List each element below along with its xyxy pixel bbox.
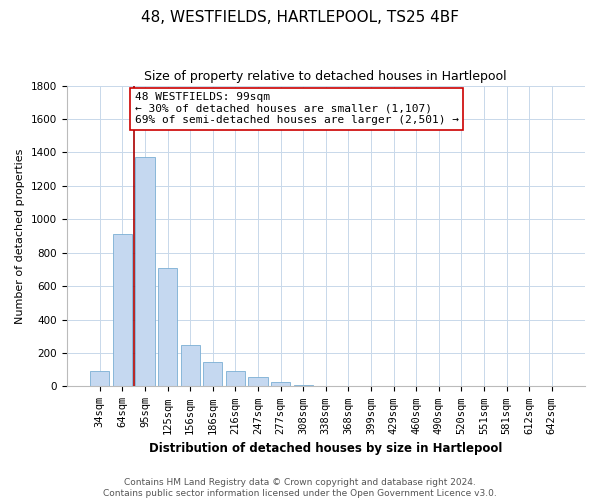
X-axis label: Distribution of detached houses by size in Hartlepool: Distribution of detached houses by size … xyxy=(149,442,502,455)
Y-axis label: Number of detached properties: Number of detached properties xyxy=(15,148,25,324)
Bar xyxy=(226,372,245,386)
Bar xyxy=(293,385,313,386)
Bar xyxy=(136,158,155,386)
Text: 48, WESTFIELDS, HARTLEPOOL, TS25 4BF: 48, WESTFIELDS, HARTLEPOOL, TS25 4BF xyxy=(141,10,459,25)
Bar xyxy=(271,382,290,386)
Bar xyxy=(248,378,268,386)
Bar xyxy=(90,372,109,386)
Bar xyxy=(203,362,223,386)
Bar xyxy=(158,268,177,386)
Text: Contains HM Land Registry data © Crown copyright and database right 2024.
Contai: Contains HM Land Registry data © Crown c… xyxy=(103,478,497,498)
Text: 48 WESTFIELDS: 99sqm
← 30% of detached houses are smaller (1,107)
69% of semi-de: 48 WESTFIELDS: 99sqm ← 30% of detached h… xyxy=(135,92,459,126)
Title: Size of property relative to detached houses in Hartlepool: Size of property relative to detached ho… xyxy=(145,70,507,83)
Bar xyxy=(113,234,132,386)
Bar xyxy=(181,344,200,387)
